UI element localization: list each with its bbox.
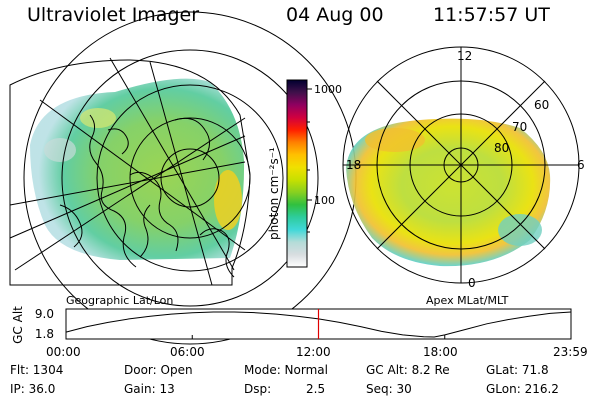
mlt-label-12: 12 (457, 49, 472, 63)
flight-number: Flt: 1304 (10, 363, 64, 377)
xtick-label-0: 00:00 (46, 345, 81, 359)
gain-value: Gain: 13 (124, 382, 175, 396)
orbit-plot: 9.0 1.8 GC Alt (11, 306, 572, 344)
mode-value: Mode: Normal (244, 363, 328, 377)
xtick-label-2: 12:00 (296, 345, 331, 359)
mlt-label-0: 0 (468, 276, 476, 290)
aurora-hotspot-left (214, 170, 242, 230)
dsp-label: Dsp: (244, 382, 272, 396)
colorbar-tick-1000: 1000 (314, 83, 342, 96)
dsp-value: 2.5 (306, 382, 326, 396)
y-axis-label: GC Alt (11, 306, 25, 344)
mlat-label-70: 70 (512, 120, 527, 134)
mlat-label-80: 80 (494, 141, 509, 155)
geographic-latitude: GLat: 71.8 (486, 363, 549, 377)
colorbar-unit-label: photon cm⁻²s⁻¹ (267, 147, 281, 240)
magnetic-panel: 12 18 6 0 60 70 80 (342, 46, 585, 290)
mlt-label-6: 6 (577, 158, 585, 172)
colorbar-tick-100: 100 (314, 194, 335, 207)
sequence-number: Seq: 30 (366, 382, 412, 396)
continent-outlines (59, 114, 235, 278)
geographic-caption: Geographic Lat/Lon (66, 294, 174, 307)
xtick-label-3: 18:00 (423, 345, 458, 359)
date-label: 04 Aug 00 (286, 4, 384, 26)
door-status: Door: Open (124, 363, 193, 377)
altitude-line (65, 311, 572, 338)
time-label: 11:57:57 UT (433, 4, 550, 26)
gc-altitude: GC Alt: 8.2 Re (366, 363, 450, 377)
aurora-emission-left (30, 78, 245, 261)
ytick-9: 9.0 (35, 307, 54, 321)
magnetic-caption: Apex MLat/MLT (426, 294, 509, 307)
magnetic-grid (342, 46, 580, 284)
geographic-longitude: GLon: 216.2 (486, 382, 559, 396)
mlt-label-18: 18 (346, 158, 361, 172)
xtick-label-4: 23:59 (553, 345, 588, 359)
mlat-label-60: 60 (534, 98, 549, 112)
ip-value: IP: 36.0 (10, 382, 56, 396)
app-title: Ultraviolet Imager (27, 4, 200, 26)
ytick-1_8: 1.8 (35, 327, 54, 341)
colorbar: 1000 100 photon cm⁻²s⁻¹ (267, 79, 342, 268)
xtick-label-1: 06:00 (170, 345, 205, 359)
